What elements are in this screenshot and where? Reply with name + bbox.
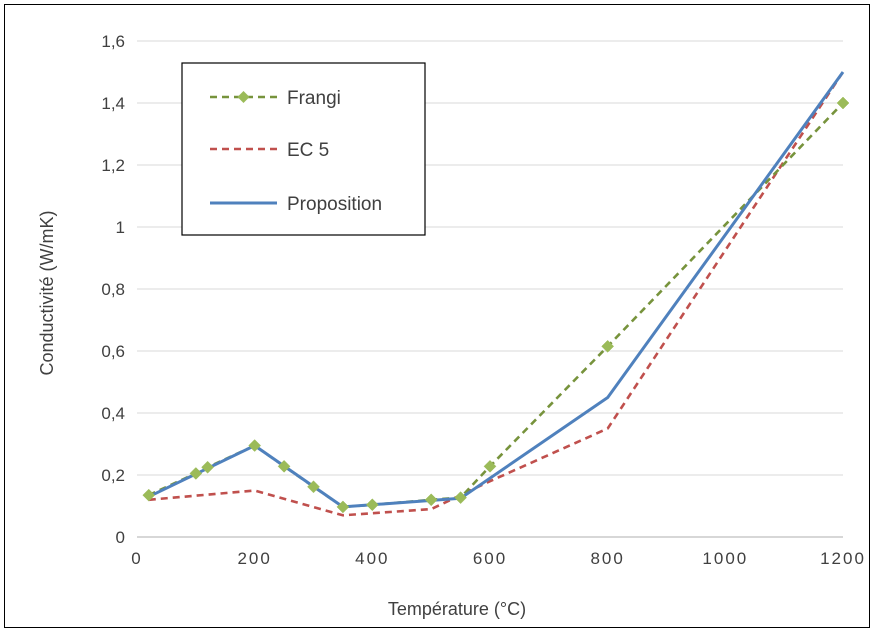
data-point-frangi [365, 498, 379, 512]
line-chart: 0 0,2 0,4 0,6 0,8 1 1,2 1,4 1,6 0 200 400 600 800 1000… [37, 32, 866, 619]
y-axis-title: Conductivité (W/mK) [37, 210, 57, 375]
data-point-frangi [201, 460, 214, 474]
y-tick-label: 1 [116, 218, 125, 237]
data-point-frangi [248, 439, 262, 452]
x-tick-label: 200 [237, 549, 271, 568]
legend-label-ec-5: EC 5 [287, 140, 329, 161]
legend-label-proposition: Proposition [287, 194, 382, 215]
data-point-frangi [454, 491, 467, 504]
x-tick-label: 0 [131, 549, 142, 568]
data-point-frangi [307, 480, 320, 494]
data-point-frangi [601, 339, 615, 353]
legend: Frangi EC 5 Proposition [181, 62, 426, 236]
x-tick-label: 600 [473, 549, 507, 568]
data-point-frangi [424, 493, 438, 507]
x-tick-label: 1200 [820, 549, 866, 568]
y-tick-label: 1,6 [101, 32, 125, 51]
x-tick-label: 800 [590, 549, 624, 568]
series-line-proposition [148, 71, 845, 509]
chart-frame: 0 0,2 0,4 0,6 0,8 1 1,2 1,4 1,6 0 200 400 600 800 1000… [4, 4, 870, 628]
data-point-frangi [336, 500, 350, 514]
data-point-frangi [142, 488, 156, 502]
series-markers [142, 96, 850, 514]
y-tick-label: 1,2 [101, 156, 125, 175]
y-tick-label: 0 [116, 528, 125, 547]
axes: 0 0,2 0,4 0,6 0,8 1 1,2 1,4 1,6 0 200 400 600 800 1000… [101, 32, 866, 568]
data-point-frangi [836, 96, 850, 110]
series-line-ec-5 [148, 71, 845, 517]
x-tick-label: 400 [355, 549, 389, 568]
y-tick-label: 0,6 [101, 342, 125, 361]
data-point-frangi [483, 459, 497, 473]
legend-label-frangi: Frangi [287, 88, 341, 109]
y-tick-label: 0,2 [101, 466, 125, 485]
y-tick-label: 1,4 [101, 94, 125, 113]
x-tick-label: 1000 [702, 549, 748, 568]
y-tick-label: 0,4 [101, 404, 125, 423]
data-point-frangi [277, 459, 291, 473]
x-axis-title: Température (°C) [388, 599, 526, 619]
legend-marker-frangi [237, 91, 250, 103]
data-point-frangi [189, 467, 203, 480]
y-tick-label: 0,8 [101, 280, 125, 299]
